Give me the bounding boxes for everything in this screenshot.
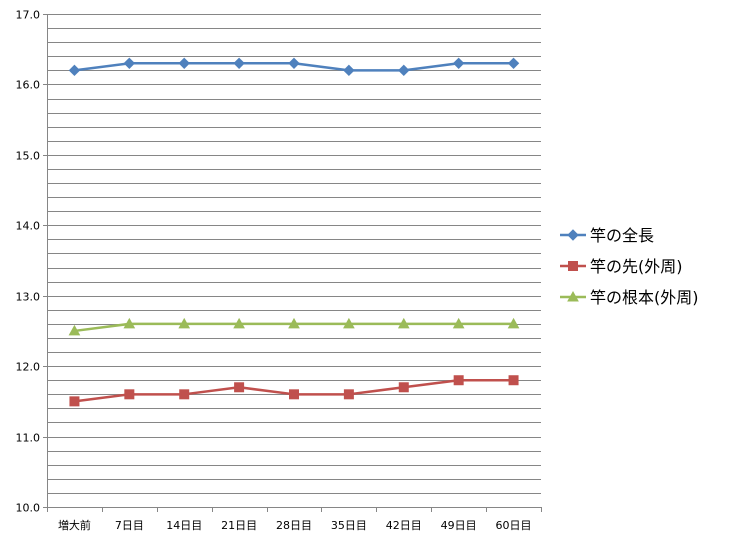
data-point	[508, 375, 519, 386]
x-tick-label: 35日目	[331, 519, 367, 532]
axes	[43, 14, 542, 512]
legend-label: 竿の根本(外周)	[590, 288, 699, 307]
legend-label: 竿の全長	[590, 226, 654, 245]
legend-entry: 竿の根本(外周)	[560, 288, 699, 307]
x-tick-label: 7日目	[115, 519, 144, 532]
legend-label: 竿の先(外周)	[590, 257, 683, 276]
legend-entry: 竿の先(外周)	[560, 257, 683, 276]
data-point	[234, 382, 245, 393]
data-point	[123, 57, 136, 70]
data-point	[289, 389, 299, 400]
legend-entry: 竿の全長	[560, 226, 654, 245]
data-point	[68, 324, 81, 336]
data-point	[68, 64, 81, 77]
data-point	[397, 317, 410, 329]
data-point	[507, 57, 520, 70]
data-point	[452, 317, 465, 329]
data-point	[179, 389, 190, 400]
y-tick-label: 17.0	[16, 9, 41, 22]
y-tick-label: 16.0	[16, 79, 41, 92]
data-point	[343, 317, 355, 329]
y-tick-label: 12.0	[16, 361, 41, 374]
data-point	[453, 375, 464, 386]
y-tick-label: 13.0	[16, 291, 41, 304]
data-point	[178, 317, 191, 329]
y-tick-label: 10.0	[16, 502, 41, 515]
x-tick-label: 21日目	[221, 519, 257, 532]
legend-swatch-marker	[567, 290, 579, 302]
x-tick-label: 増大前	[58, 518, 91, 532]
data-point	[343, 389, 354, 400]
data-point	[398, 64, 410, 77]
series-lines	[68, 57, 520, 407]
data-point	[288, 57, 300, 70]
data-point	[288, 317, 300, 329]
data-point	[398, 382, 409, 393]
y-axis-tick-labels: 10.0 11.0 12.0 13.0 14.0 15.0 16.0 17.0	[16, 9, 41, 515]
data-point	[124, 389, 135, 400]
legend-swatch-marker	[567, 229, 579, 241]
x-tick-label: 49日目	[441, 519, 477, 532]
x-tick-label: 42日目	[386, 519, 422, 532]
x-axis-tick-labels: 増大前 7日目 14日目 21日目 28日目 35日目 42日目 49日目 60日目	[58, 518, 532, 532]
x-tick-label: 14日目	[166, 519, 202, 532]
y-tick-label: 11.0	[16, 432, 41, 445]
legend-swatch-marker	[568, 261, 578, 271]
y-tick-label: 14.0	[16, 220, 41, 233]
y-tick-label: 15.0	[16, 150, 41, 163]
data-point	[233, 57, 245, 70]
data-point	[69, 396, 80, 407]
series-1	[68, 57, 520, 77]
x-tick-label: 28日目	[276, 519, 312, 532]
data-point	[233, 317, 245, 329]
data-point	[452, 57, 465, 70]
series-3	[68, 317, 520, 336]
data-point	[123, 317, 136, 329]
gridlines	[47, 14, 541, 494]
series-2	[69, 375, 519, 407]
data-point	[507, 317, 520, 329]
x-tick-label: 60日目	[496, 519, 532, 532]
data-point	[343, 64, 355, 77]
data-point	[178, 57, 190, 70]
